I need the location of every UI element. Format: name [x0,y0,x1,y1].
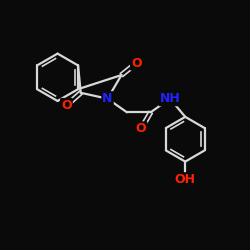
Text: N: N [102,92,113,105]
Text: O: O [131,56,142,70]
Text: O: O [136,122,146,135]
Text: O: O [61,99,72,112]
Text: OH: OH [175,173,196,186]
Text: NH: NH [160,92,180,105]
